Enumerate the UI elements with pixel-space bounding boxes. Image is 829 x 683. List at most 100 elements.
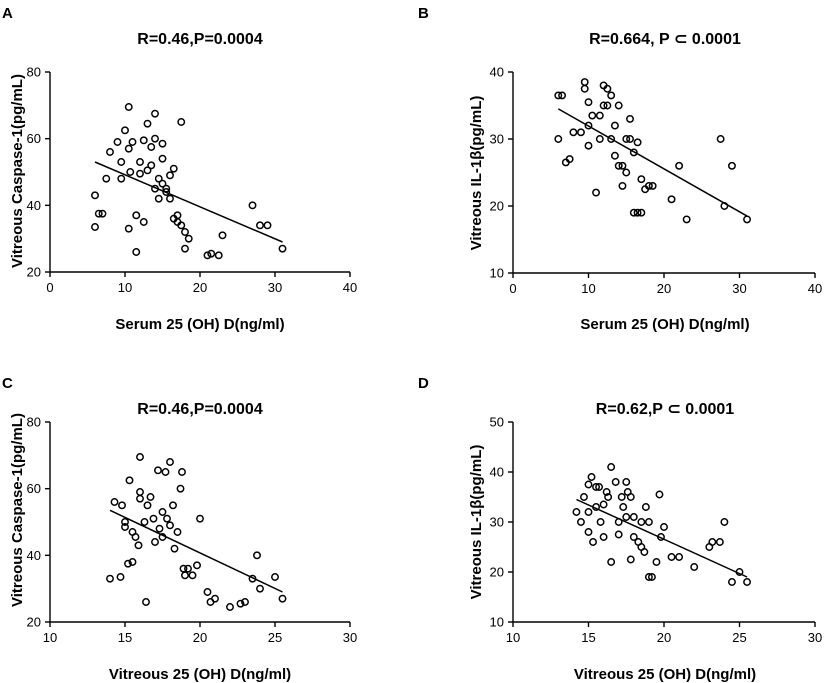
panel-d-data-point [580,493,588,501]
panel-b-data-point [622,135,631,143]
panel-c-data-point [131,533,140,541]
panel-b-data-point [675,161,684,170]
panel-a-x-tick-label: 40 [343,280,357,295]
panel-b-x-label: Serum 25 (OH) D(ng/ml) [580,316,749,333]
panel-b-data-point [618,161,627,170]
panel-a-data-point [132,248,141,256]
panel-d-data-point [626,555,635,564]
panel-b-y-tick-label: 10 [490,266,504,281]
panel-a-data-point [139,218,148,226]
panel-b-data-point [728,161,736,170]
panel-c-data-point [271,573,279,581]
panel-b-data-point [584,98,593,107]
panel-d-data-point [587,473,596,481]
panel-b-data-point [558,91,567,100]
panel-b-x-tick-label: 0 [509,281,516,296]
panel-d-data-point [652,558,661,566]
panel-d-x-tick-label: 10 [506,630,520,645]
panel-c-data-point [158,533,167,541]
panel-d-data-point [637,518,646,526]
panel-a-data-point [184,234,193,243]
panel-d-x-label: Vitreous 25 (OH) D(ng/ml) [574,666,756,683]
panel-c-data-point [170,544,179,553]
panel-d-data-point [595,483,604,491]
panel-d-data-point [607,558,616,566]
panel-a-data-point [139,136,148,145]
panel-a-data-point [151,109,159,118]
panel-d-data-point [629,533,638,541]
panel-d-data-point [743,578,751,586]
panel-c-data-point [121,518,129,526]
panel-b-data-point [629,208,638,217]
panel-b-data-point [637,175,646,184]
panel-b-data-point [588,111,597,120]
panel-b-data-point [629,148,638,157]
panel-d-data-point [589,538,597,546]
panel-c-data-point [136,453,144,461]
panel-a-data-point [98,209,107,218]
panel-b-x-tick-label: 10 [581,281,595,296]
panel-a-x-tick-label: 20 [193,280,207,295]
panel-a-data-point [181,244,189,253]
panel-d-x-tick-label: 15 [581,630,595,645]
panel-b-data-point [580,78,589,87]
panel-c-data-point [253,551,261,560]
panel-d-data-point [715,538,724,546]
panel-letter-a: A [2,5,13,22]
panel-d-data-point [614,530,623,539]
panel-d-data-point [599,533,608,541]
panel-b-data-point [577,128,585,137]
panel-d-data-point [614,518,623,526]
panel-b-data-point [603,84,612,93]
panel-b-data-point [569,128,578,137]
panel-letter-d: D [418,375,429,392]
panel-c-data-point [161,468,170,476]
panel-b-data-point [667,195,676,204]
panel-a-data-point [132,211,141,220]
panel-a-data-point [203,251,212,260]
panel-a-data-point [263,221,272,230]
panel-d-data-point [660,523,668,531]
panel-a-data-point [128,138,137,146]
panel-d-data-point [572,508,581,516]
panel-c-data-point [166,458,174,466]
panel-a-data-point [117,174,126,183]
panel-c-data-point [278,594,287,603]
panel-d-data-point [622,513,631,521]
panel-c-title: R=0.46,P=0.0004 [137,401,263,418]
panel-a-data-point [151,134,159,143]
panel-c-data-point [149,514,158,523]
panel-a-data-point [124,144,133,153]
panel-c-data-point [236,599,245,608]
panel-b-x-tick-label: 30 [732,281,746,296]
panel-c-data-point [125,476,134,485]
panel-d-data-point [647,573,656,581]
panel-d-data-point [617,493,626,501]
panel-c-data-point [136,494,144,503]
panel-b-data-point [644,181,653,190]
panel-c-data-point [142,598,150,606]
panel-c-data-point [163,514,171,523]
panel-b-data-point [633,208,642,217]
panel-d-ticks: 10 15 20 25 30 10 20 30 40 50 [490,415,823,646]
panel-b-x-tick-label: 40 [808,281,822,296]
panel-b-data-point [599,101,608,110]
panel-b: B R=0.664, P ⊂ 0.0001 Serum 25 (OH) D(ng… [418,5,822,333]
panel-c-y-tick-label: 80 [27,415,41,430]
panel-d-y-tick-label: 50 [490,415,504,430]
panel-c-y-tick-label: 20 [27,615,41,630]
panel-b-ticks: 0 10 20 30 40 10 20 30 40 [490,65,823,297]
panel-c-x-tick-label: 20 [193,630,207,645]
panel-c-x-tick-label: 15 [118,630,132,645]
panel-d-data-point [657,533,665,541]
panel-b-y-tick-label: 30 [490,132,504,147]
panel-a-data-point [207,249,216,258]
panel-a-data-point [143,166,152,175]
panel-b-data-point [610,121,619,130]
panel-a-data-point [124,103,133,111]
panel-a-data-point [177,221,186,230]
panel-d-data-point [708,538,717,546]
panel-c-data-point [181,571,189,580]
panel-a-x-label: Serum 25 (OH) D(ng/ml) [115,316,284,333]
